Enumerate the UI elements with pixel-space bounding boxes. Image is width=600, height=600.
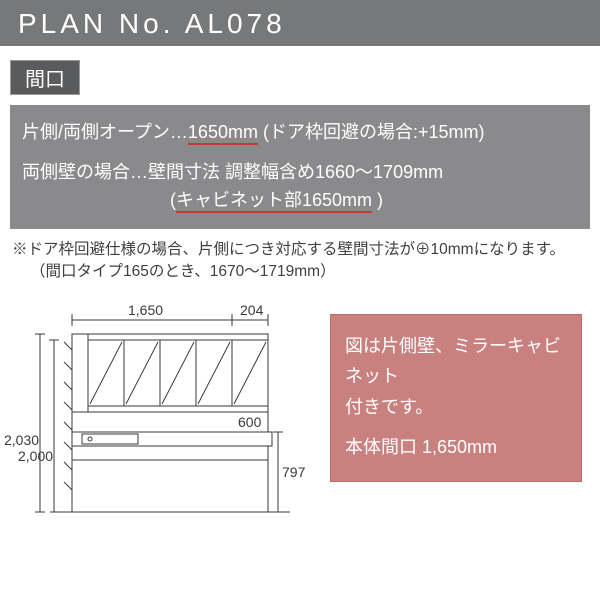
callout-box: 図は片側壁、ミラーキャビネット 付きです。 本体間口 1,650mm	[330, 314, 582, 482]
note-block: ※ドア枠回避仕様の場合、片側につき対応する壁間寸法が⊕10mmになります。 （間…	[12, 239, 588, 284]
plan-header: PLAN No. AL078	[0, 0, 600, 46]
spec1-value: 1650mm	[188, 122, 258, 145]
spec2b-value: キャビネット部1650mm	[176, 190, 372, 213]
spec-line-1: 片側/両側オープン…1650mm (ドア枠回避の場合:+15mm)	[22, 119, 578, 147]
dim-width: 1,650	[128, 302, 163, 318]
spec-line-2b: (キャビネット部1650mm )	[22, 187, 578, 215]
elevation-diagram: 1,650 204 600 2,030 2,000 797	[10, 302, 310, 542]
spec2b-close: )	[372, 190, 383, 210]
spec-box: 片側/両側オープン…1650mm (ドア枠回避の場合:+15mm) 両側壁の場合…	[10, 105, 590, 229]
note-line-2: （間口タイプ165のとき、1670～1719mm）	[12, 261, 588, 283]
callout-l1: 図は片側壁、ミラーキャビネット	[345, 331, 569, 392]
spec-line-2: 両側壁の場合…壁間寸法 調整幅含め1660～1709mm	[22, 159, 578, 187]
spec1-suffix: (ドア枠回避の場合:+15mm)	[263, 122, 485, 142]
callout-l2: 付きです。	[345, 392, 569, 423]
dim-depth: 600	[238, 414, 261, 430]
note-line-1: ※ドア枠回避仕様の場合、片側につき対応する壁間寸法が⊕10mmになります。	[12, 239, 588, 261]
dim-top-right: 204	[240, 302, 263, 318]
dim-h2: 2,000	[18, 448, 53, 464]
spec1-prefix: 片側/両側オープン…	[22, 122, 188, 142]
lower-row: 1,650 204 600 2,030 2,000 797 図は片側壁、ミラーキ…	[0, 302, 600, 542]
dim-h1: 2,030	[4, 432, 39, 448]
dim-right: 797	[282, 464, 305, 480]
section-tag: 間口	[10, 60, 80, 95]
callout-l3: 本体間口 1,650mm	[345, 432, 569, 463]
plan-title: PLAN No. AL078	[18, 8, 286, 39]
